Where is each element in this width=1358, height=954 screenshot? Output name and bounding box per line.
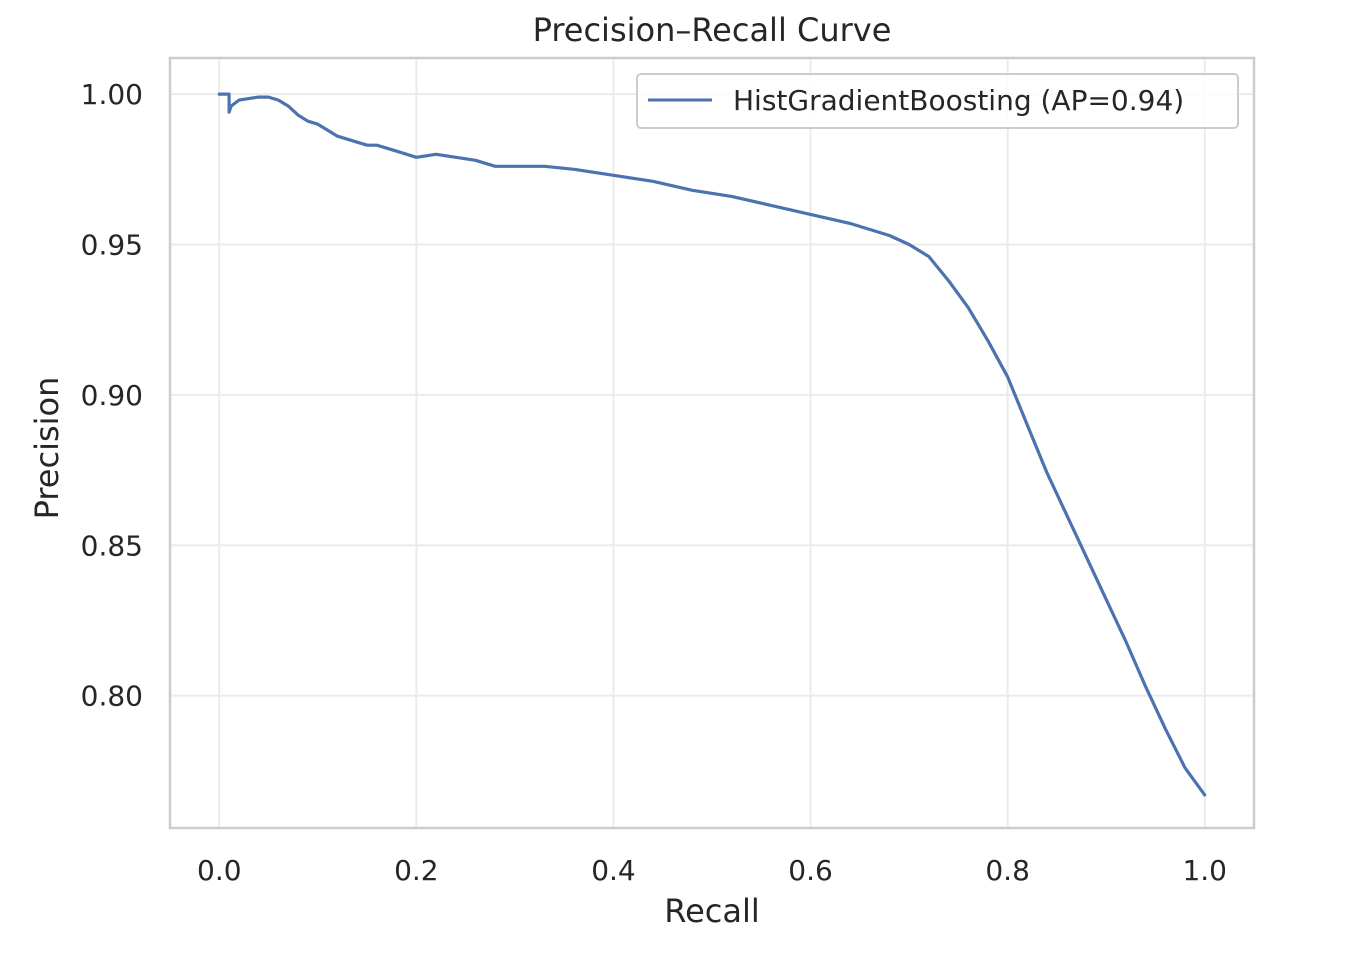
grid-lines [170, 58, 1254, 828]
x-tick-label: 0.6 [788, 854, 833, 887]
series-line-0 [217, 92, 1207, 797]
x-axis-ticks: 0.0 0.2 0.4 0.6 0.8 1.0 [197, 854, 1227, 887]
y-tick-label: 0.95 [81, 228, 143, 261]
plot-area [168, 56, 1256, 830]
x-tick-label: 0.8 [985, 854, 1030, 887]
chart-title: Precision–Recall Curve [533, 11, 892, 49]
y-tick-label: 0.80 [81, 680, 143, 713]
y-axis-label: Precision [28, 377, 66, 520]
legend-entry-label: HistGradientBoosting (AP=0.94) [733, 84, 1184, 117]
y-tick-label: 0.90 [81, 379, 143, 412]
y-axis-ticks: 0.80 0.85 0.90 0.95 1.00 [81, 78, 143, 713]
y-tick-label: 0.85 [81, 529, 143, 562]
y-tick-label: 1.00 [81, 78, 143, 111]
legend: HistGradientBoosting (AP=0.94) [636, 73, 1239, 129]
x-tick-label: 0.2 [394, 854, 439, 887]
series-layer [217, 92, 1207, 797]
x-tick-label: 0.4 [591, 854, 636, 887]
legend-box [636, 73, 1239, 129]
x-tick-label: 1.0 [1182, 854, 1227, 887]
x-tick-label: 0.0 [197, 854, 242, 887]
x-axis-label: Recall [664, 892, 759, 930]
